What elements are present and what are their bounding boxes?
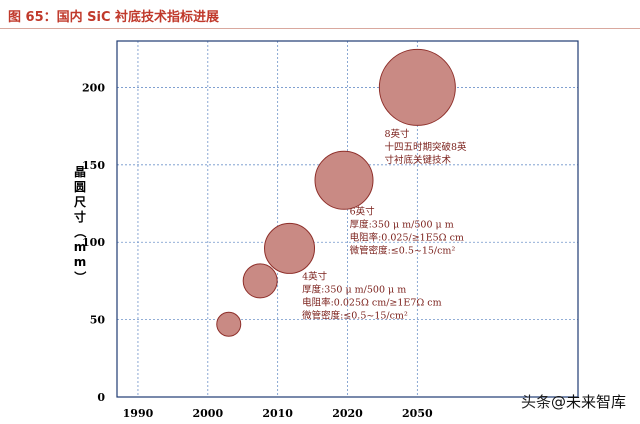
watermark: 头条@未来智库 [521,391,626,412]
y-tick-label: 150 [82,159,105,172]
x-tick-label: 2000 [192,407,223,420]
x-tick-label: 2050 [402,407,433,420]
y-axis-title-char: 尺 [74,195,86,209]
annotation-line: 8英寸 [385,128,411,140]
x-tick-label: 2010 [262,407,293,420]
annotation-line: 十四五时期突破8英 [385,141,468,153]
x-tick-label: 1990 [123,407,154,420]
bubble-point [264,222,316,274]
annotation-line: 寸衬底关键技术 [385,154,452,166]
plot-frame [116,40,579,398]
grid-layer [117,41,578,397]
watermark-left: 头条 [520,393,551,411]
y-axis-title-char: （ [73,226,88,238]
y-tick-label: 200 [82,81,105,94]
annotation-line: 6英寸 [350,205,376,217]
y-axis-title-char: m [74,240,87,254]
bubble-point [314,150,374,210]
annotation-line: 4英寸 [302,270,328,282]
annotation-line: 微管密度:≤0.5~15/cm² [302,309,408,321]
figure-title: 图 65：国内 SiC 衬底技术指标进展 [8,10,220,25]
y-axis-title-char: m [74,255,87,269]
annotation-line: 厚度:350 μ m/500 μ m [302,283,406,295]
y-axis-title-char: 寸 [74,209,86,224]
y-tick-label: 50 [90,314,106,327]
tick-layer: 1990 2000 2010 2020 2050 0 50 100 150 200 [82,81,433,420]
x-tick-label: 2020 [332,407,363,420]
annotation-line: 电阻率:0.025Ω cm/≥1E7Ω cm [302,296,442,308]
y-axis-title-char: 晶 [74,164,86,179]
bubble-point [378,48,456,126]
bubble-layer [216,48,456,337]
annotation-line: 电阻率:0.025/≥1E5Ω cm [350,231,464,243]
watermark-right: @未来智库 [550,393,626,411]
annotation-line: 厚度:350 μ m/500 μ m [350,218,454,230]
bubble-point [216,311,242,337]
annotation-line: 微管密度:≤0.5~15/cm² [350,244,456,256]
y-axis-title-char: ） [73,271,88,283]
bubble-point [242,263,278,299]
y-axis-title-char: 圆 [74,180,86,194]
title-rule [0,28,640,29]
y-tick-label: 0 [97,391,105,404]
y-tick-label: 100 [82,236,105,249]
